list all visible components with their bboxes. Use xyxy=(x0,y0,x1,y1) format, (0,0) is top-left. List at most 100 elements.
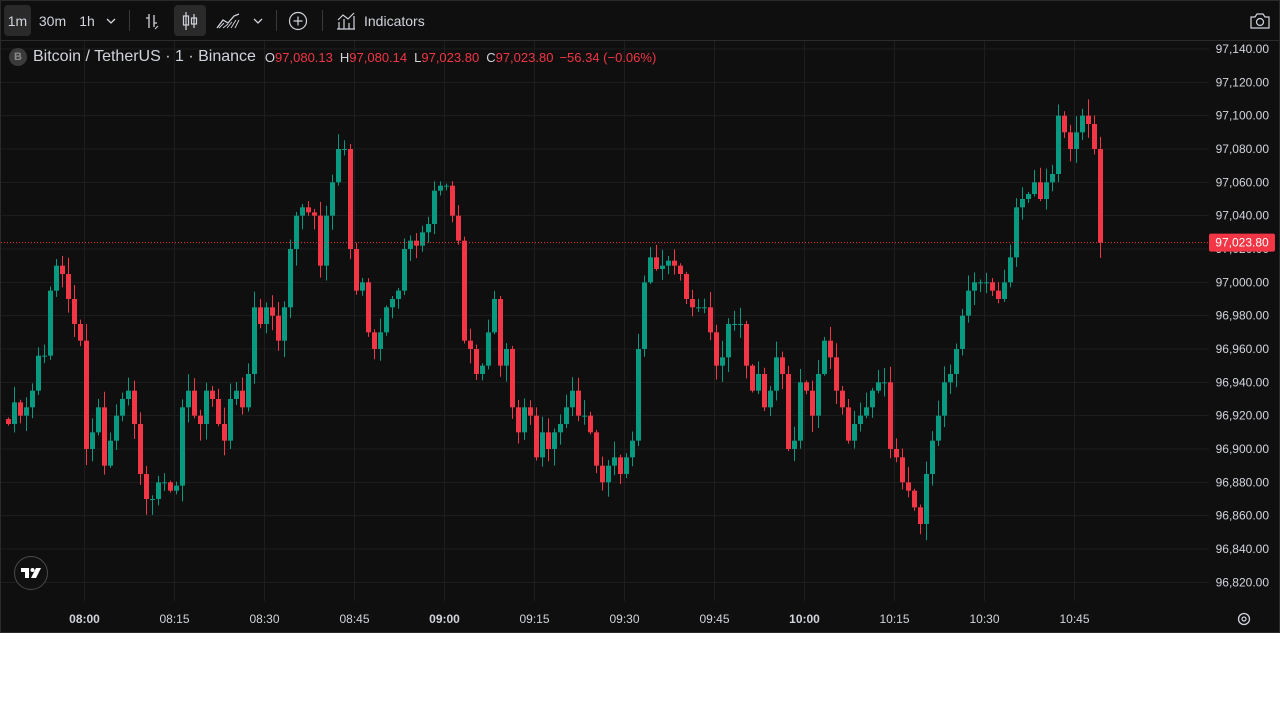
candle-body xyxy=(1098,148,1103,243)
candle-body xyxy=(426,223,431,233)
candle-body xyxy=(732,323,737,325)
candle-body xyxy=(312,212,317,216)
candle-body xyxy=(96,407,101,433)
candle-body xyxy=(1068,132,1073,149)
chart-settings-gear-icon[interactable] xyxy=(1237,612,1251,626)
candle-body xyxy=(30,390,35,408)
candle-body xyxy=(798,382,803,441)
candle-body xyxy=(684,273,689,299)
chart-style-dropdown-chevron-icon[interactable] xyxy=(248,5,268,36)
candle-body xyxy=(636,348,641,441)
candle-body xyxy=(156,482,161,499)
y-axis-tick-label: 96,920.00 xyxy=(1216,409,1270,423)
area-style-icon[interactable] xyxy=(211,5,245,36)
candle-body xyxy=(498,298,503,366)
candle-body xyxy=(222,423,227,441)
indicators-button[interactable]: Indicators xyxy=(331,5,431,36)
candle-body xyxy=(780,357,785,374)
candle-body xyxy=(750,365,755,391)
candle-body xyxy=(888,382,893,449)
candle-body xyxy=(702,307,707,309)
candle-body xyxy=(378,332,383,349)
top-toolbar: 1m 30m 1h Indicators xyxy=(1,1,1279,41)
candle-body xyxy=(294,215,299,249)
candle-body xyxy=(6,418,11,424)
candle-body xyxy=(600,465,605,483)
x-axis-tick-label: 09:30 xyxy=(609,612,639,626)
candle-body xyxy=(570,390,575,408)
candle-body xyxy=(1032,182,1037,194)
symbol-legend: B Bitcoin / TetherUS · 1 · Binance O 97,0… xyxy=(9,47,656,67)
candle-body xyxy=(1080,115,1085,133)
candle-body xyxy=(738,323,743,325)
add-compare-plus-icon[interactable] xyxy=(284,5,312,36)
candle-body xyxy=(402,248,407,291)
candle-body xyxy=(210,390,215,399)
interval-dropdown-chevron-icon[interactable] xyxy=(101,5,121,36)
x-axis-tick-label: 08:45 xyxy=(339,612,369,626)
candle-body xyxy=(120,398,125,416)
symbol-title[interactable]: Bitcoin / TetherUS · 1 · Binance xyxy=(33,48,256,65)
candle-body xyxy=(1056,115,1061,174)
candle-body xyxy=(384,307,389,333)
candle-body xyxy=(948,373,953,383)
candle-body xyxy=(858,415,863,424)
candle-body xyxy=(66,273,71,299)
camera-snapshot-icon[interactable] xyxy=(1246,5,1274,36)
interval-1m-button[interactable]: 1m xyxy=(4,5,31,36)
interval-1h-button[interactable]: 1h xyxy=(79,12,95,29)
candle-body xyxy=(642,282,647,349)
candle-body xyxy=(762,373,767,408)
candle-body xyxy=(474,348,479,374)
candle-body xyxy=(786,373,791,449)
candle-body xyxy=(918,507,923,524)
candle-body xyxy=(696,307,701,309)
last-price-badge xyxy=(1209,233,1275,252)
indicators-icon xyxy=(337,12,355,30)
tradingview-logo-icon[interactable] xyxy=(14,556,48,590)
candles-style-icon[interactable] xyxy=(174,5,206,36)
candle-body xyxy=(420,232,425,246)
candle-body xyxy=(234,390,239,399)
candle-body xyxy=(114,415,119,441)
candle-body xyxy=(558,423,563,433)
candle-body xyxy=(1062,115,1067,133)
candle-body xyxy=(756,373,761,391)
candle-body xyxy=(1026,193,1031,199)
candle-body xyxy=(336,148,341,183)
candle-body xyxy=(408,240,413,249)
candle-body xyxy=(282,307,287,341)
candle-body xyxy=(18,402,23,416)
candle-body xyxy=(12,402,17,424)
candle-body xyxy=(252,307,257,374)
candle-body xyxy=(984,282,989,284)
candle-body xyxy=(708,307,713,333)
candle-body xyxy=(240,390,245,408)
candle-body xyxy=(36,355,41,391)
candle-body xyxy=(318,215,323,266)
candle-body xyxy=(906,482,911,491)
y-axis-tick-label: 97,140.00 xyxy=(1216,42,1270,56)
interval-30m-button[interactable]: 30m xyxy=(38,12,67,29)
candle-body xyxy=(744,323,749,366)
candle-body xyxy=(768,390,773,408)
candle-body xyxy=(102,407,107,466)
price-chart[interactable]: 97,140.00 97,120.00 97,100.00 97,080.00 97,0… xyxy=(1,1,1279,632)
candle-body xyxy=(450,185,455,216)
candle-body xyxy=(1038,182,1043,199)
y-axis-tick-label: 96,840.00 xyxy=(1216,542,1270,556)
candle-body xyxy=(774,357,779,391)
candle-body xyxy=(504,348,509,366)
candle-body xyxy=(726,323,731,358)
y-axis-tick-label: 97,040.00 xyxy=(1216,209,1270,223)
candle-body xyxy=(972,282,977,291)
candle-body xyxy=(894,448,899,458)
bar-style-icon[interactable] xyxy=(139,5,167,36)
candle-body xyxy=(324,215,329,266)
candle-body xyxy=(942,382,947,416)
candle-body xyxy=(492,298,497,333)
candle-body xyxy=(204,390,209,424)
candle-body xyxy=(1092,123,1097,149)
candle-body xyxy=(186,390,191,408)
y-axis-tick-label: 96,980.00 xyxy=(1216,309,1270,323)
